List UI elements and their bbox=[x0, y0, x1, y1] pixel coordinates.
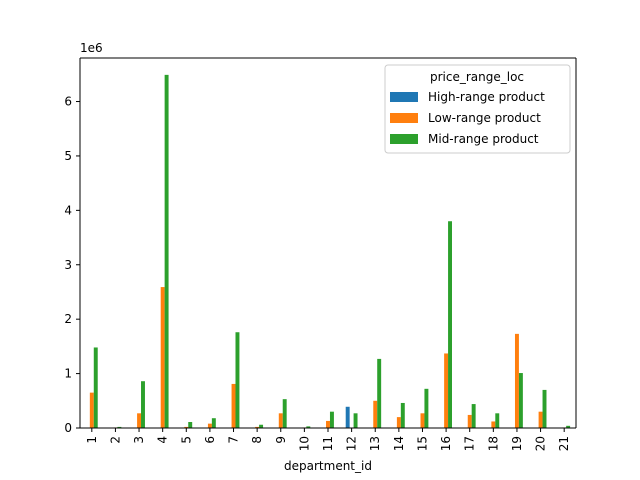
bar-dept-20-series-2 bbox=[542, 389, 547, 428]
bar-dept-3-series-1 bbox=[137, 413, 142, 428]
bar-dept-13-series-1 bbox=[373, 400, 378, 428]
y-tick-label: 0 bbox=[64, 421, 72, 435]
bar-dept-10-series-2 bbox=[306, 426, 311, 428]
x-tick-label: 9 bbox=[274, 436, 288, 444]
x-tick-label: 1 bbox=[85, 436, 99, 444]
bar-dept-5-series-2 bbox=[188, 422, 193, 428]
bar-dept-18-series-1 bbox=[491, 421, 496, 428]
legend-label: High-range product bbox=[428, 90, 545, 104]
bar-dept-2-series-2 bbox=[117, 426, 122, 428]
bar-dept-16-series-1 bbox=[444, 353, 449, 428]
bar-dept-21-series-2 bbox=[566, 425, 571, 428]
bars-layer bbox=[89, 74, 571, 429]
x-tick-label: 15 bbox=[415, 436, 429, 451]
x-tick-label: 8 bbox=[250, 436, 264, 444]
x-axis-label: department_id bbox=[284, 459, 372, 473]
bar-dept-8-series-1 bbox=[255, 426, 260, 428]
x-tick-label: 13 bbox=[368, 436, 382, 451]
bar-dept-19-series-2 bbox=[518, 373, 523, 428]
y-axis: 0 1 2 3 4 5 6 bbox=[64, 95, 80, 435]
bar-dept-19-series-1 bbox=[514, 333, 519, 428]
bar-dept-12-series-2 bbox=[353, 413, 358, 428]
bar-dept-6-series-2 bbox=[211, 418, 216, 428]
bar-dept-15-series-2 bbox=[424, 388, 429, 428]
bar-dept-7-series-1 bbox=[231, 383, 236, 428]
y-tick-label: 5 bbox=[64, 149, 72, 163]
x-tick-label: 14 bbox=[392, 436, 406, 451]
bar-dept-8-series-2 bbox=[259, 424, 264, 428]
x-tick-label: 3 bbox=[132, 436, 146, 444]
axes-frame bbox=[79, 57, 577, 429]
bar-dept-12-series-0 bbox=[345, 406, 350, 428]
bar-dept-4-series-1 bbox=[160, 287, 165, 428]
legend-label: Low-range product bbox=[428, 111, 541, 125]
bar-dept-1-series-1 bbox=[89, 392, 94, 428]
bar-dept-7-series-2 bbox=[235, 332, 240, 428]
bar-dept-13-series-2 bbox=[377, 358, 382, 428]
bar-dept-11-series-2 bbox=[329, 411, 334, 428]
y-tick-label: 4 bbox=[64, 203, 72, 217]
bar-dept-16-series-2 bbox=[448, 221, 452, 428]
x-tick-label: 6 bbox=[203, 436, 217, 444]
bar-dept-6-series-1 bbox=[207, 423, 212, 428]
bar-dept-1-series-2 bbox=[93, 347, 98, 428]
x-axis: 1 2 3 4 5 6 7 8 9 10 11 12 13 14 15 16 17 18 19 20 21 bbox=[85, 428, 571, 451]
x-tick-label: 17 bbox=[463, 436, 477, 451]
x-tick-label: 20 bbox=[534, 436, 548, 451]
y-tick-label: 3 bbox=[64, 258, 72, 272]
legend-box bbox=[384, 64, 571, 154]
legend-swatch bbox=[390, 113, 418, 123]
y-tick-label: 1 bbox=[64, 367, 72, 381]
legend-swatch bbox=[390, 134, 418, 144]
legend-label: Mid-range product bbox=[428, 132, 539, 146]
bar-dept-18-series-2 bbox=[495, 413, 500, 428]
bar-dept-14-series-1 bbox=[396, 417, 401, 428]
x-tick-label: 12 bbox=[345, 436, 359, 451]
x-tick-label: 4 bbox=[156, 436, 170, 444]
y-offset-text: 1e6 bbox=[80, 41, 103, 55]
x-tick-label: 19 bbox=[510, 436, 524, 451]
legend-title: price_range_loc bbox=[430, 70, 524, 84]
bar-dept-4-series-2 bbox=[164, 74, 169, 429]
bar-dept-9-series-1 bbox=[278, 413, 283, 428]
bar-dept-17-series-1 bbox=[467, 414, 472, 428]
y-tick-label: 2 bbox=[64, 312, 72, 326]
x-tick-label: 11 bbox=[321, 436, 335, 451]
x-tick-label: 10 bbox=[297, 436, 311, 451]
bar-dept-9-series-2 bbox=[282, 399, 287, 428]
legend-items: High-range product Low-range product Mid-r… bbox=[390, 90, 545, 146]
x-tick-label: 21 bbox=[557, 436, 571, 451]
bar-dept-5-series-1 bbox=[184, 426, 189, 428]
x-tick-label: 18 bbox=[486, 436, 500, 451]
bar-dept-3-series-2 bbox=[141, 381, 145, 428]
bar-dept-20-series-1 bbox=[538, 411, 543, 428]
x-tick-label: 7 bbox=[227, 436, 241, 444]
bar-dept-17-series-2 bbox=[471, 404, 476, 428]
x-tick-label: 2 bbox=[108, 436, 122, 444]
bar-dept-11-series-1 bbox=[326, 420, 330, 428]
x-tick-label: 16 bbox=[439, 436, 453, 451]
y-tick-label: 6 bbox=[64, 95, 72, 109]
legend: price_range_loc High-range product Low-ra… bbox=[384, 64, 571, 154]
bar-dept-14-series-2 bbox=[400, 402, 405, 428]
legend-swatch bbox=[390, 92, 418, 102]
bar-dept-15-series-1 bbox=[420, 413, 425, 428]
x-tick-label: 5 bbox=[179, 436, 193, 444]
